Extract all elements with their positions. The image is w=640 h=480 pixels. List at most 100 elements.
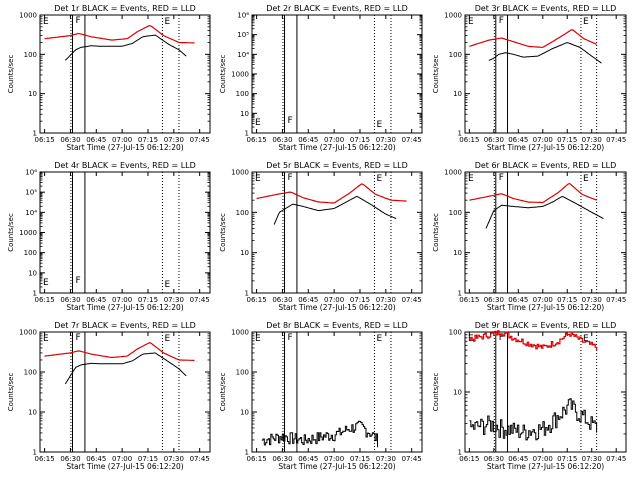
flag-label: E (255, 174, 261, 184)
y-axis-label: Counts/sec (7, 55, 15, 94)
y-axis-label: Counts/sec (432, 55, 440, 94)
x-tick-label: 07:45 (606, 296, 626, 304)
y-tick-label: 100 (449, 329, 462, 337)
x-tick-label: 06:45 (86, 296, 106, 304)
y-tick-label: 1 (245, 130, 249, 138)
x-axis-label: Start Time (27-Jul-15 06:12:20) (66, 143, 183, 152)
y-tick-label: 10⁵ (25, 189, 37, 197)
x-tick-label: 07:15 (557, 136, 577, 144)
events-series-line (485, 196, 604, 229)
x-tick-label: 06:45 (508, 136, 528, 144)
flag-label: F (288, 333, 293, 343)
x-axis-label: Start Time (27-Jul-15 06:12:20) (487, 462, 604, 471)
y-tick-label: 100 (449, 51, 462, 59)
x-tick-label: 07:00 (112, 455, 132, 463)
y-tick-label: 100 (236, 209, 249, 217)
x-tick-label: 06:30 (60, 455, 80, 463)
flag-label: F (76, 276, 81, 286)
flag-label: E (164, 334, 170, 344)
plot-frame (251, 171, 423, 294)
x-tick-label: 06:15 (247, 136, 267, 144)
events-series-line (261, 420, 378, 448)
panel-title: Det 8r BLACK = Events, RED = LLD (266, 321, 408, 330)
x-tick-label: 07:45 (190, 455, 210, 463)
lld-series-line (44, 24, 195, 44)
y-tick-label: 1000 (19, 329, 37, 337)
flag-label: E (43, 278, 49, 288)
x-tick-label: 07:00 (324, 455, 344, 463)
x-tick-label: 07:15 (138, 136, 158, 144)
x-tick-label: 07:00 (324, 296, 344, 304)
panel-title: Det 7r BLACK = Events, RED = LLD (54, 321, 196, 330)
x-axis-label: Start Time (27-Jul-15 06:12:20) (487, 143, 604, 152)
y-tick-label: 1 (33, 290, 37, 298)
x-tick-label: 07:15 (138, 296, 158, 304)
x-tick-label: 06:45 (86, 455, 106, 463)
x-tick-label: 07:00 (324, 136, 344, 144)
x-tick-label: 07:30 (582, 296, 602, 304)
x-tick-label: 06:30 (484, 296, 504, 304)
x-tick-label: 06:30 (484, 136, 504, 144)
panel-title: Det 4r BLACK = Events, RED = LLD (54, 161, 196, 170)
panel-title: Det 6r BLACK = Events, RED = LLD (475, 161, 617, 170)
x-tick-label: 07:00 (533, 296, 553, 304)
flag-label: F (499, 173, 504, 183)
y-tick-label: 1000 (19, 12, 37, 20)
panel-4: Det 4r BLACK = Events, RED = LLD 1 10 100 10… (7, 161, 211, 312)
plot-frame (251, 331, 423, 453)
x-tick-label: 07:15 (557, 296, 577, 304)
events-series-line (64, 34, 187, 61)
y-tick-label: 100 (236, 369, 249, 377)
x-tick-label: 07:30 (376, 296, 396, 304)
flag-label: E (583, 334, 589, 344)
y-tick-label: 1000 (231, 169, 249, 177)
y-tick-label: 10⁶ (237, 12, 249, 20)
panel-title: Det 3r BLACK = Events, RED = LLD (475, 4, 617, 13)
y-axis-label: Counts/sec (432, 373, 440, 412)
x-tick-label: 06:15 (247, 296, 267, 304)
x-tick-label: 07:00 (112, 136, 132, 144)
x-tick-label: 06:30 (272, 296, 292, 304)
x-tick-label: 06:15 (35, 455, 55, 463)
flag-label: E (164, 17, 170, 27)
x-tick-label: 07:45 (606, 455, 626, 463)
x-tick-label: 07:45 (402, 455, 422, 463)
x-tick-label: 06:45 (508, 455, 528, 463)
x-tick-label: 06:30 (60, 296, 80, 304)
panel-title: Det 2r BLACK = Events, RED = LLD (266, 4, 408, 13)
x-axis-label: Start Time (27-Jul-15 06:12:20) (278, 462, 395, 471)
y-tick-label: 10 (453, 249, 462, 257)
flag-label: E (164, 280, 170, 290)
flag-label: F (499, 333, 504, 343)
x-tick-label: 07:30 (582, 455, 602, 463)
panel-2: Det 2r BLACK = Events, RED = LLD 1 10 100 10… (219, 4, 423, 152)
lld-series-line (469, 330, 598, 351)
panel-1: Det 1r BLACK = Events, RED = LLD 1 10 100 10… (7, 4, 211, 152)
y-axis-label: Counts/sec (7, 213, 15, 252)
x-tick-label: 07:30 (164, 455, 184, 463)
x-tick-label: 07:45 (606, 136, 626, 144)
lld-series-line (44, 342, 195, 361)
flag-label: E (43, 334, 49, 344)
x-tick-label: 07:15 (138, 455, 158, 463)
y-axis-label: Counts/sec (219, 55, 227, 94)
y-tick-label: 1 (458, 449, 462, 457)
flag-label: E (376, 334, 382, 344)
y-tick-label: 10 (28, 90, 37, 98)
flag-label: E (376, 120, 382, 130)
y-tick-label: 100 (24, 369, 37, 377)
x-tick-label: 07:30 (376, 455, 396, 463)
x-tick-label: 07:45 (190, 296, 210, 304)
y-tick-label: 1000 (444, 169, 462, 177)
x-tick-label: 07:00 (533, 136, 553, 144)
y-tick-label: 100 (24, 51, 37, 59)
y-tick-label: 10 (240, 249, 249, 257)
flag-label: F (76, 333, 81, 343)
x-tick-label: 07:30 (582, 136, 602, 144)
y-axis-label: Counts/sec (219, 213, 227, 252)
flag-label: E (376, 174, 382, 184)
y-tick-label: 10 (240, 110, 249, 118)
plot-frame (39, 14, 211, 134)
x-tick-label: 06:45 (298, 296, 318, 304)
